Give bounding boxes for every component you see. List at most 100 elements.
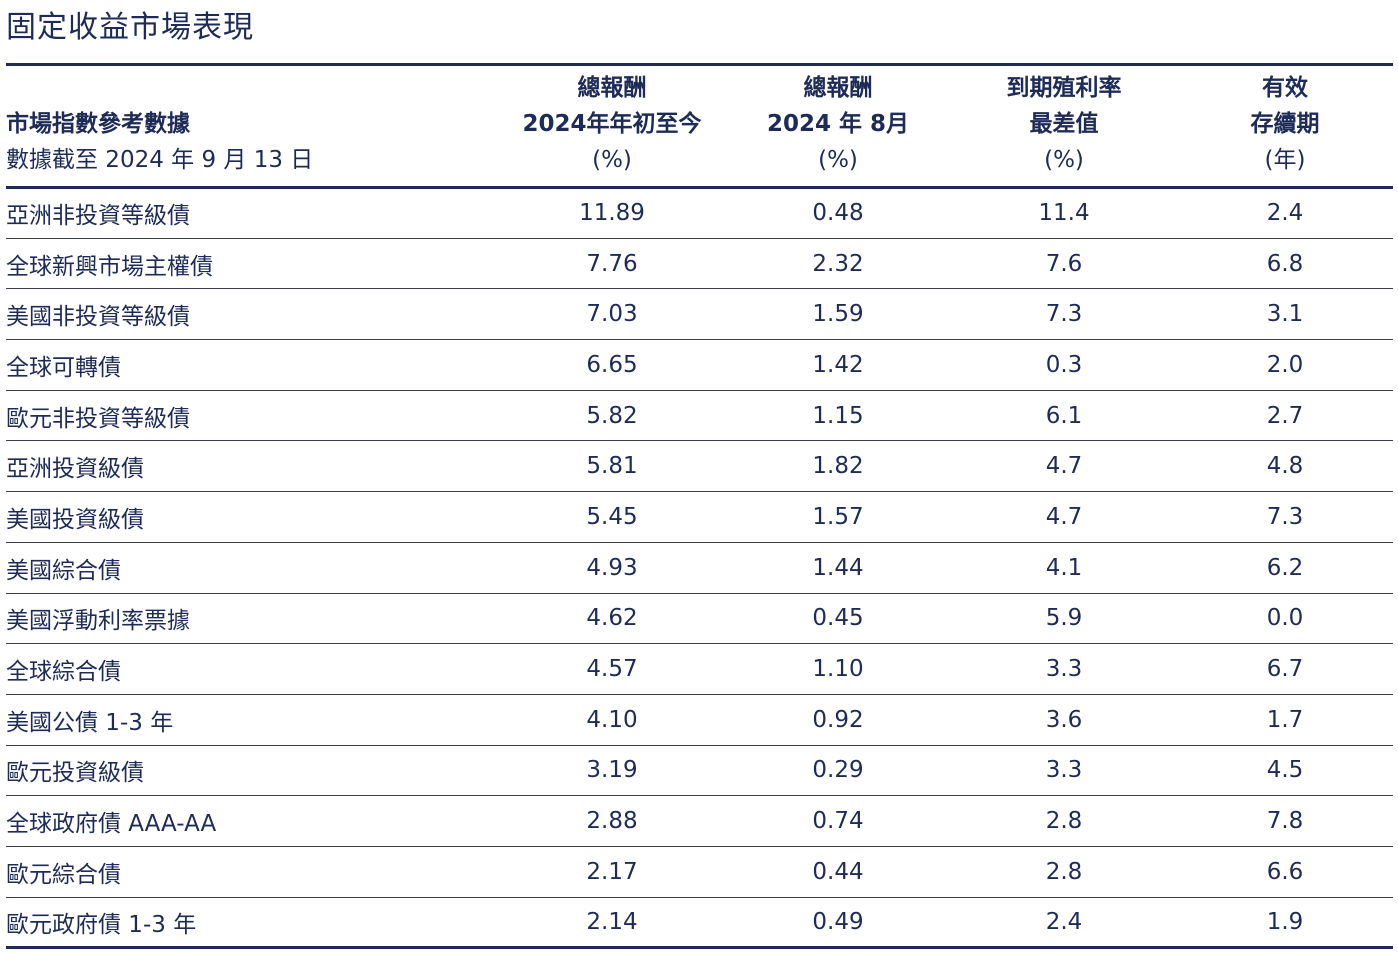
market-index-table: 市場指數參考數據 數據截至 2024 年 9 月 13 日 總報酬 2024年年…: [6, 63, 1393, 950]
index-name-cell: 全球綜合債: [6, 643, 499, 695]
header-index-label: 市場指數參考數據: [6, 111, 190, 137]
index-name-cell: 美國公債 1-3 年: [6, 694, 499, 746]
index-name-cell: 全球政府債 AAA-AA: [6, 795, 499, 847]
table-header: 市場指數參考數據 數據截至 2024 年 9 月 13 日 總報酬 2024年年…: [6, 63, 1393, 189]
header-ytd-unit: (%): [592, 147, 632, 173]
aug-return-cell: 1.42: [725, 339, 951, 391]
aug-return-cell: 2.32: [725, 238, 951, 290]
aug-return-cell: 0.29: [725, 745, 951, 797]
aug-return-cell: 1.15: [725, 390, 951, 442]
duration-cell: 2.7: [1177, 390, 1393, 442]
header-aug-unit: (%): [818, 147, 858, 173]
ytd-return-cell: 4.10: [499, 694, 725, 746]
duration-cell: 6.8: [1177, 238, 1393, 290]
header-ytd-return: 總報酬 2024年年初至今 (%): [499, 63, 725, 189]
table-row: 亞洲非投資等級債 11.89 0.48 11.4 2.4: [6, 187, 1393, 239]
yield-to-worst-cell: 11.4: [951, 187, 1177, 239]
index-name-cell: 美國非投資等級債: [6, 288, 499, 341]
duration-cell: 1.7: [1177, 694, 1393, 746]
ytd-return-cell: 5.45: [499, 491, 725, 543]
ytd-return-cell: 4.62: [499, 593, 725, 645]
aug-return-cell: 1.82: [725, 440, 951, 493]
aug-return-cell: 0.44: [725, 846, 951, 898]
duration-cell: 7.3: [1177, 491, 1393, 543]
aug-return-cell: 0.45: [725, 593, 951, 645]
ytd-return-cell: 4.93: [499, 542, 725, 594]
ytd-return-cell: 4.57: [499, 643, 725, 695]
index-name-cell: 歐元政府債 1-3 年: [6, 897, 499, 950]
aug-return-cell: 1.59: [725, 288, 951, 341]
yield-to-worst-cell: 2.8: [951, 846, 1177, 898]
header-index-name: 市場指數參考數據 數據截至 2024 年 9 月 13 日: [6, 63, 499, 189]
header-ytw-unit: (%): [1044, 147, 1084, 173]
yield-to-worst-cell: 0.3: [951, 339, 1177, 391]
ytd-return-cell: 3.19: [499, 745, 725, 797]
index-name-cell: 美國浮動利率票據: [6, 593, 499, 645]
table-row: 全球政府債 AAA-AA 2.88 0.74 2.8 7.8: [6, 795, 1393, 847]
yield-to-worst-cell: 3.6: [951, 694, 1177, 746]
ytd-return-cell: 7.03: [499, 288, 725, 341]
yield-to-worst-cell: 4.7: [951, 491, 1177, 543]
table-row: 歐元投資級債 3.19 0.29 3.3 4.5: [6, 745, 1393, 797]
ytd-return-cell: 2.14: [499, 897, 725, 950]
ytd-return-cell: 5.82: [499, 390, 725, 442]
yield-to-worst-cell: 2.4: [951, 897, 1177, 950]
index-name-cell: 亞洲非投資等級債: [6, 187, 499, 239]
ytd-return-cell: 11.89: [499, 187, 725, 239]
table-row: 歐元政府債 1-3 年 2.14 0.49 2.4 1.9: [6, 897, 1393, 950]
table-row: 全球可轉債 6.65 1.42 0.3 2.0: [6, 339, 1393, 391]
yield-to-worst-cell: 4.7: [951, 440, 1177, 493]
header-ytd-line1: 總報酬: [577, 75, 647, 101]
duration-cell: 6.6: [1177, 846, 1393, 898]
aug-return-cell: 1.57: [725, 491, 951, 543]
table-row: 全球綜合債 4.57 1.10 3.3 6.7: [6, 643, 1393, 695]
table-row: 歐元綜合債 2.17 0.44 2.8 6.6: [6, 846, 1393, 898]
yield-to-worst-cell: 3.3: [951, 745, 1177, 797]
index-name-cell: 亞洲投資級債: [6, 440, 499, 493]
duration-cell: 6.2: [1177, 542, 1393, 594]
header-row: 市場指數參考數據 數據截至 2024 年 9 月 13 日 總報酬 2024年年…: [6, 63, 1393, 189]
header-aug-line1: 總報酬: [803, 75, 873, 101]
header-dur-line1: 有效: [1262, 75, 1308, 101]
market-index-table-container: 市場指數參考數據 數據截至 2024 年 9 月 13 日 總報酬 2024年年…: [6, 63, 1393, 950]
yield-to-worst-cell: 7.6: [951, 238, 1177, 290]
header-effective-duration: 有效 存續期 (年): [1177, 63, 1393, 189]
table-row: 美國浮動利率票據 4.62 0.45 5.9 0.0: [6, 593, 1393, 645]
yield-to-worst-cell: 6.1: [951, 390, 1177, 442]
header-dur-unit: (年): [1264, 147, 1306, 173]
ytd-return-cell: 5.81: [499, 440, 725, 493]
header-dur-line2: 存續期: [1250, 111, 1320, 137]
header-aug-return: 總報酬 2024 年 8月 (%): [725, 63, 951, 189]
header-as-of-date: 數據截至 2024 年 9 月 13 日: [6, 147, 314, 173]
ytd-return-cell: 6.65: [499, 339, 725, 391]
page-title: 固定收益市場表現: [6, 10, 254, 45]
duration-cell: 3.1: [1177, 288, 1393, 341]
header-ytw-line2: 最差值: [1029, 111, 1099, 137]
table-row: 全球新興市場主權債 7.76 2.32 7.6 6.8: [6, 238, 1393, 290]
yield-to-worst-cell: 4.1: [951, 542, 1177, 594]
table-row: 美國投資級債 5.45 1.57 4.7 7.3: [6, 491, 1393, 543]
ytd-return-cell: 2.88: [499, 795, 725, 847]
index-name-cell: 歐元投資級債: [6, 745, 499, 797]
table-row: 亞洲投資級債 5.81 1.82 4.7 4.8: [6, 440, 1393, 493]
aug-return-cell: 0.92: [725, 694, 951, 746]
header-yield-to-worst: 到期殖利率 最差值 (%): [951, 63, 1177, 189]
yield-to-worst-cell: 2.8: [951, 795, 1177, 847]
duration-cell: 2.4: [1177, 187, 1393, 239]
table-row: 美國非投資等級債 7.03 1.59 7.3 3.1: [6, 288, 1393, 341]
yield-to-worst-cell: 3.3: [951, 643, 1177, 695]
aug-return-cell: 1.44: [725, 542, 951, 594]
table-row: 歐元非投資等級債 5.82 1.15 6.1 2.7: [6, 390, 1393, 442]
header-aug-line2: 2024 年 8月: [766, 111, 910, 137]
duration-cell: 4.5: [1177, 745, 1393, 797]
index-name-cell: 全球新興市場主權債: [6, 238, 499, 290]
index-name-cell: 歐元綜合債: [6, 846, 499, 898]
index-name-cell: 全球可轉債: [6, 339, 499, 391]
duration-cell: 0.0: [1177, 593, 1393, 645]
duration-cell: 1.9: [1177, 897, 1393, 950]
duration-cell: 4.8: [1177, 440, 1393, 493]
table-row: 美國公債 1-3 年 4.10 0.92 3.6 1.7: [6, 694, 1393, 746]
yield-to-worst-cell: 5.9: [951, 593, 1177, 645]
duration-cell: 6.7: [1177, 643, 1393, 695]
index-name-cell: 歐元非投資等級債: [6, 390, 499, 442]
